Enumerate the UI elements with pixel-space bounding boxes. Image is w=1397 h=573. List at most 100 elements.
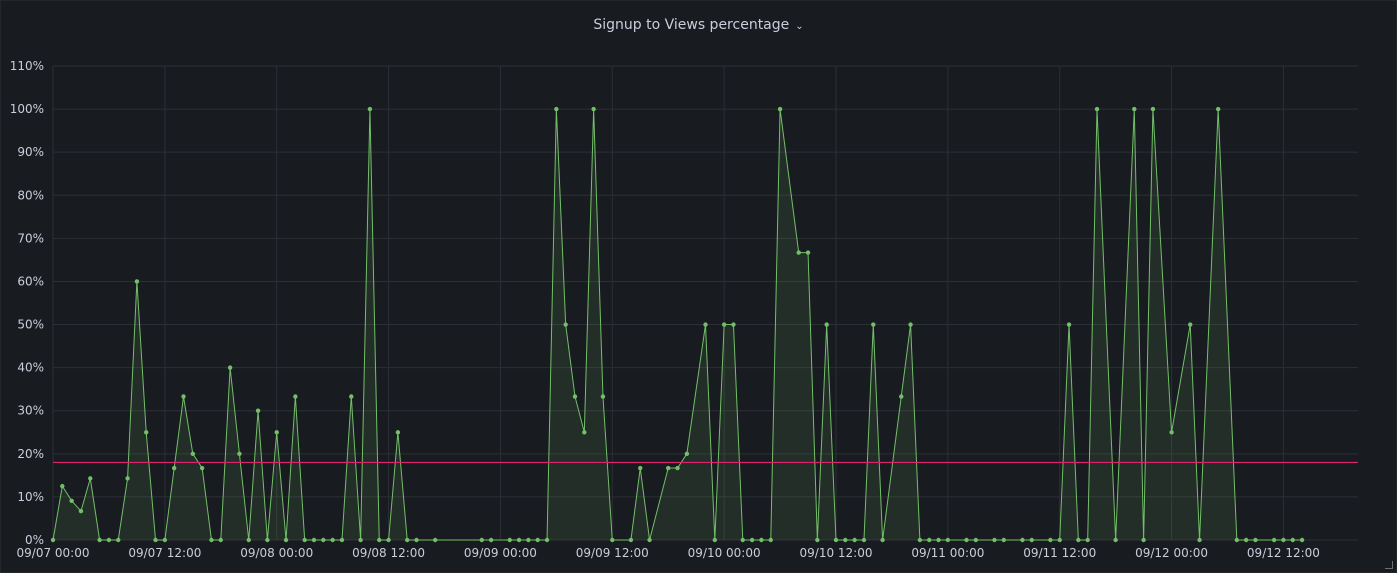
data-point [116,537,121,543]
y-tick-label: 80% [17,188,44,202]
data-point [712,537,718,543]
data-point [50,537,56,543]
y-tick-label: 0% [25,533,44,547]
data-point [1020,537,1025,543]
data-point [367,106,373,112]
data-point [1048,537,1053,543]
data-point [721,322,727,327]
data-point [162,537,168,543]
data-point [488,537,494,543]
data-point [703,322,708,327]
data-point [1132,106,1137,112]
data-point [1299,537,1305,543]
y-tick-label: 30% [17,404,44,418]
data-point [871,322,876,327]
data-point [237,451,242,457]
data-point [1188,322,1193,327]
data-point [591,106,596,112]
y-axis: 0% 10% 20% 30% 40% 50% 60% 70% 80% 90% 100% 110% [10,59,44,547]
y-tick-label: 70% [17,231,44,245]
data-point [899,394,904,399]
data-point [675,465,680,471]
data-point [209,537,214,543]
data-point [386,537,391,543]
y-tick-label: 100% [10,102,44,116]
x-tick-label: 09/07 12:00 [128,546,201,560]
panel-title-menu[interactable]: Signup to Views percentage ⌄ [593,17,803,33]
data-point [638,465,643,471]
x-tick-label: 09/07 00:00 [17,546,90,560]
series-points [50,106,1305,543]
data-point [833,537,839,543]
data-point [330,537,335,543]
data-point [1169,430,1174,435]
data-point [1057,537,1062,543]
data-point [749,537,755,543]
y-tick-label: 90% [17,145,44,159]
data-point [88,476,93,481]
data-point [852,537,857,543]
data-point [274,430,279,435]
data-point [265,537,270,543]
data-point [908,322,913,327]
data-point [759,537,764,543]
data-point [563,322,568,327]
data-point [1001,537,1006,543]
data-point [805,250,811,255]
data-point [1234,537,1240,543]
x-tick-label: 09/11 12:00 [1023,546,1096,560]
data-point [927,537,932,543]
data-point [144,430,149,435]
chevron-down-icon[interactable]: ⌄ [795,20,804,32]
data-point [516,537,522,543]
data-point [815,537,820,543]
data-point [106,537,112,543]
data-point [973,537,979,543]
data-point [349,394,354,399]
data-point [125,476,130,481]
data-point [1141,537,1146,543]
x-tick-label: 09/09 00:00 [464,546,537,560]
data-point [843,537,848,543]
data-point [358,537,363,543]
data-point [945,537,951,543]
y-tick-label: 110% [10,59,44,73]
data-point [526,537,531,543]
data-point [69,498,74,503]
data-point [432,537,438,543]
data-point [824,322,829,327]
data-point [1113,537,1118,543]
data-point [339,537,345,543]
data-point [507,537,512,543]
data-point [1085,537,1090,543]
data-point [544,537,550,543]
data-point [1197,537,1202,543]
data-point [777,106,783,112]
data-point [917,537,923,543]
data-point [796,250,801,255]
y-tick-label: 60% [17,274,44,288]
chart-grid [52,65,1358,541]
data-point [311,537,317,543]
data-point [535,537,540,543]
data-point [992,537,997,543]
x-tick-label: 09/08 12:00 [352,546,425,560]
data-point [572,394,578,399]
data-point [190,451,196,457]
data-point [395,430,401,435]
data-point [78,508,84,514]
data-point [60,483,65,489]
data-point [1094,106,1100,112]
data-point [1281,537,1286,543]
panel-resize-handle[interactable] [1385,561,1393,569]
data-point [321,537,326,543]
y-tick-label: 40% [17,361,44,375]
panel-title: Signup to Views percentage [593,17,790,33]
data-point [684,451,690,457]
data-point [218,537,223,543]
data-point [283,537,289,543]
data-point [227,365,233,370]
data-point [1271,537,1277,543]
data-point [731,322,736,327]
